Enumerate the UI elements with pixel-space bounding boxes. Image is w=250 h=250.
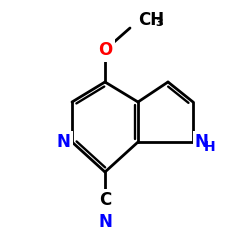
Text: C: C — [99, 191, 111, 209]
Text: 3: 3 — [155, 18, 162, 28]
Text: H: H — [204, 140, 216, 154]
Text: CH: CH — [138, 11, 164, 29]
Text: N: N — [56, 133, 70, 151]
Text: N: N — [195, 133, 209, 151]
Text: O: O — [98, 41, 112, 59]
Text: N: N — [98, 213, 112, 231]
